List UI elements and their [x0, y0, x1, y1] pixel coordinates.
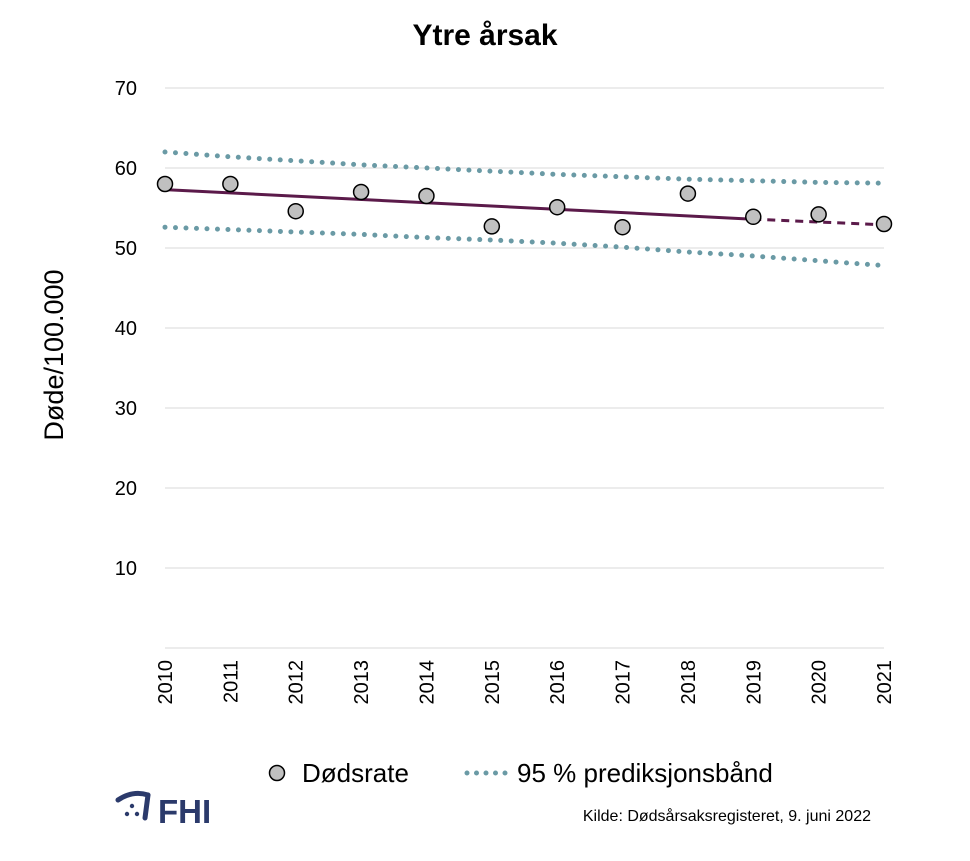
logo-dot-icon	[124, 811, 130, 817]
x-tick-label: 2012	[286, 660, 308, 705]
logo-text: FHI	[158, 793, 211, 830]
y-tick-label: 60	[115, 158, 137, 180]
source-note: Kilde: Dødsårsaksregisteret, 9. juni 202…	[583, 807, 871, 825]
x-tick-label: 2020	[809, 660, 831, 705]
y-tick-labels: 10 20 30 40 50 60 70	[115, 78, 137, 580]
y-tick-label: 50	[115, 238, 137, 260]
logo-stroke-icon	[142, 792, 151, 821]
trend-line	[164, 188, 885, 227]
prediction-band	[162, 149, 887, 269]
data-point	[156, 175, 174, 193]
data-point	[222, 175, 239, 193]
y-tick-label: 40	[115, 318, 137, 340]
x-tick-label: 2014	[416, 660, 438, 705]
trend-line	[164, 188, 754, 221]
x-tick-label: 2017	[613, 660, 635, 705]
logo-dot-icon	[129, 803, 135, 809]
legend-label-dodsrate: Dødsrate	[302, 758, 409, 788]
legend-marker-dodsrate	[268, 764, 286, 782]
data-point	[418, 187, 435, 205]
data-point	[745, 208, 762, 226]
y-tick-label: 30	[115, 398, 137, 420]
prediction-band-lower	[162, 224, 887, 269]
logo-dot-icon	[134, 811, 140, 817]
y-tick-label: 20	[115, 478, 137, 500]
y-tick-label: 70	[115, 78, 137, 100]
y-tick-label: 10	[115, 558, 137, 580]
fhi-logo: FHI	[115, 790, 211, 830]
gridlines	[165, 87, 884, 649]
data-point	[352, 183, 370, 201]
data-point	[287, 202, 304, 220]
x-tick-label: 2018	[678, 660, 700, 705]
trend-projection-line	[753, 217, 885, 227]
x-tick-labels: 2010 2011 2012 2013 2014 2015 2016 2017 2018 2019…	[155, 660, 896, 705]
x-tick-label: 2015	[482, 660, 504, 705]
legend: Dødsrate 95 % prediksjonsbånd	[268, 758, 773, 788]
data-point	[810, 206, 827, 223]
data-point	[679, 185, 697, 202]
x-tick-label: 2021	[874, 660, 896, 705]
chart-title: Ytre årsak	[412, 19, 557, 52]
x-tick-label: 2019	[743, 660, 765, 705]
y-axis-label: Døde/100.000	[39, 269, 69, 440]
logo-arc-icon	[115, 790, 151, 803]
data-point	[875, 215, 893, 233]
prediction-band-upper	[162, 149, 887, 186]
legend-label-band: 95 % prediksjonsbånd	[517, 758, 773, 788]
data-point	[614, 218, 631, 236]
x-tick-label: 2016	[547, 660, 569, 705]
data-point	[548, 198, 566, 216]
x-tick-label: 2010	[155, 660, 177, 705]
data-point	[483, 218, 501, 235]
x-tick-label: 2013	[351, 660, 373, 705]
x-tick-label: 2011	[220, 660, 242, 703]
data-points	[156, 175, 893, 236]
